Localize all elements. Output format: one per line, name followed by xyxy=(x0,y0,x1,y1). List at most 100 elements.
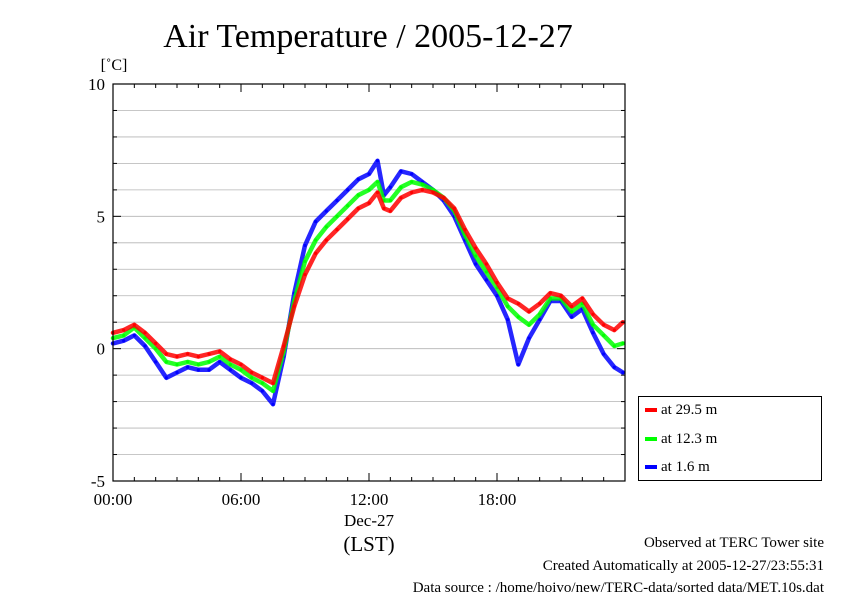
data-point xyxy=(196,362,200,367)
x-tick-label: 00:00 xyxy=(94,490,133,509)
data-point xyxy=(239,362,243,367)
data-point xyxy=(410,180,414,184)
series-line xyxy=(110,187,626,386)
x-tick-label: 06:00 xyxy=(222,490,261,509)
data-point xyxy=(164,352,168,356)
y-tick-label: 10 xyxy=(88,75,105,94)
legend-label-29-5m: at 29.5 m xyxy=(661,401,718,418)
legend-item-1-6m: at 1.6 m xyxy=(645,458,710,476)
data-point xyxy=(548,291,552,295)
data-point xyxy=(239,376,243,380)
data-point xyxy=(260,381,264,385)
footer-site: Observed at TERC Tower site xyxy=(643,535,824,551)
data-point xyxy=(621,370,625,375)
y-tick-label: 0 xyxy=(97,340,106,359)
data-point xyxy=(388,198,392,203)
legend-swatch-green xyxy=(645,437,657,441)
x-date-label: Dec-27 xyxy=(344,511,395,530)
y-tick-label: 5 xyxy=(97,207,106,226)
data-point xyxy=(570,310,574,314)
data-point xyxy=(346,204,350,208)
data-point xyxy=(346,217,350,221)
data-point xyxy=(175,362,179,367)
data-point xyxy=(570,304,574,308)
data-point xyxy=(132,333,136,338)
x-axis-label: (LST) xyxy=(343,532,394,556)
data-point xyxy=(399,185,403,189)
data-point xyxy=(143,336,147,340)
plot-frame xyxy=(112,83,626,482)
series-lines xyxy=(110,158,626,407)
data-point xyxy=(324,209,328,213)
data-point xyxy=(559,294,563,298)
data-point xyxy=(484,262,488,266)
data-point xyxy=(591,331,595,335)
data-point xyxy=(335,214,339,218)
data-point xyxy=(218,360,222,364)
data-point xyxy=(356,177,360,181)
data-point xyxy=(516,315,520,319)
x-tick-label: 12:00 xyxy=(350,490,389,509)
data-point xyxy=(186,365,190,369)
data-point xyxy=(538,312,542,316)
data-point xyxy=(239,368,243,372)
legend-item-29-5m: at 29.5 m xyxy=(645,401,717,419)
data-point xyxy=(602,352,606,356)
data-point xyxy=(175,355,179,359)
data-point xyxy=(602,323,606,327)
data-point xyxy=(122,328,126,332)
data-point xyxy=(442,196,446,200)
y-tick-label: -5 xyxy=(91,472,105,491)
data-point xyxy=(388,185,392,189)
data-point xyxy=(452,206,456,210)
data-point xyxy=(506,296,510,300)
data-point xyxy=(250,381,254,385)
data-point xyxy=(591,312,595,316)
data-point xyxy=(375,180,380,184)
data-point xyxy=(260,376,264,380)
data-point xyxy=(196,355,200,359)
data-point xyxy=(399,169,403,173)
data-point xyxy=(420,188,424,192)
data-point xyxy=(154,360,158,364)
data-point xyxy=(324,238,328,242)
data-point xyxy=(335,227,339,232)
data-point xyxy=(356,193,360,197)
data-point xyxy=(164,376,168,380)
data-point xyxy=(570,315,574,319)
data-point xyxy=(271,389,275,393)
data-point xyxy=(367,201,371,205)
data-point xyxy=(410,190,414,195)
data-point xyxy=(143,331,147,335)
data-point xyxy=(612,328,616,332)
legend-label-1-6m: at 1.6 m xyxy=(661,458,710,475)
data-point xyxy=(474,262,478,266)
data-point xyxy=(484,278,488,282)
y-axis-unit: [˚C] xyxy=(101,57,128,74)
data-point xyxy=(367,172,371,176)
data-point xyxy=(431,190,435,195)
data-point xyxy=(250,376,254,380)
data-point xyxy=(260,389,264,393)
data-point xyxy=(527,336,531,340)
data-point xyxy=(186,352,190,356)
data-point xyxy=(228,368,232,372)
data-point xyxy=(324,225,328,229)
data-point xyxy=(375,159,380,163)
data-point xyxy=(516,362,520,367)
data-point xyxy=(463,227,467,232)
data-point xyxy=(132,323,136,327)
data-point xyxy=(346,188,350,192)
data-point xyxy=(538,317,542,322)
data-point xyxy=(612,365,616,369)
data-point xyxy=(292,304,296,308)
data-point xyxy=(506,317,510,322)
data-point xyxy=(186,360,190,364)
data-point xyxy=(527,310,531,314)
data-point xyxy=(420,182,424,187)
legend-swatch-red xyxy=(645,408,657,412)
chart-title: Air Temperature / 2005-12-27 xyxy=(163,18,573,55)
footer-source: Data source : /home/hoivo/new/TERC-data/… xyxy=(412,580,824,596)
data-point xyxy=(314,238,318,242)
data-point xyxy=(122,339,126,343)
